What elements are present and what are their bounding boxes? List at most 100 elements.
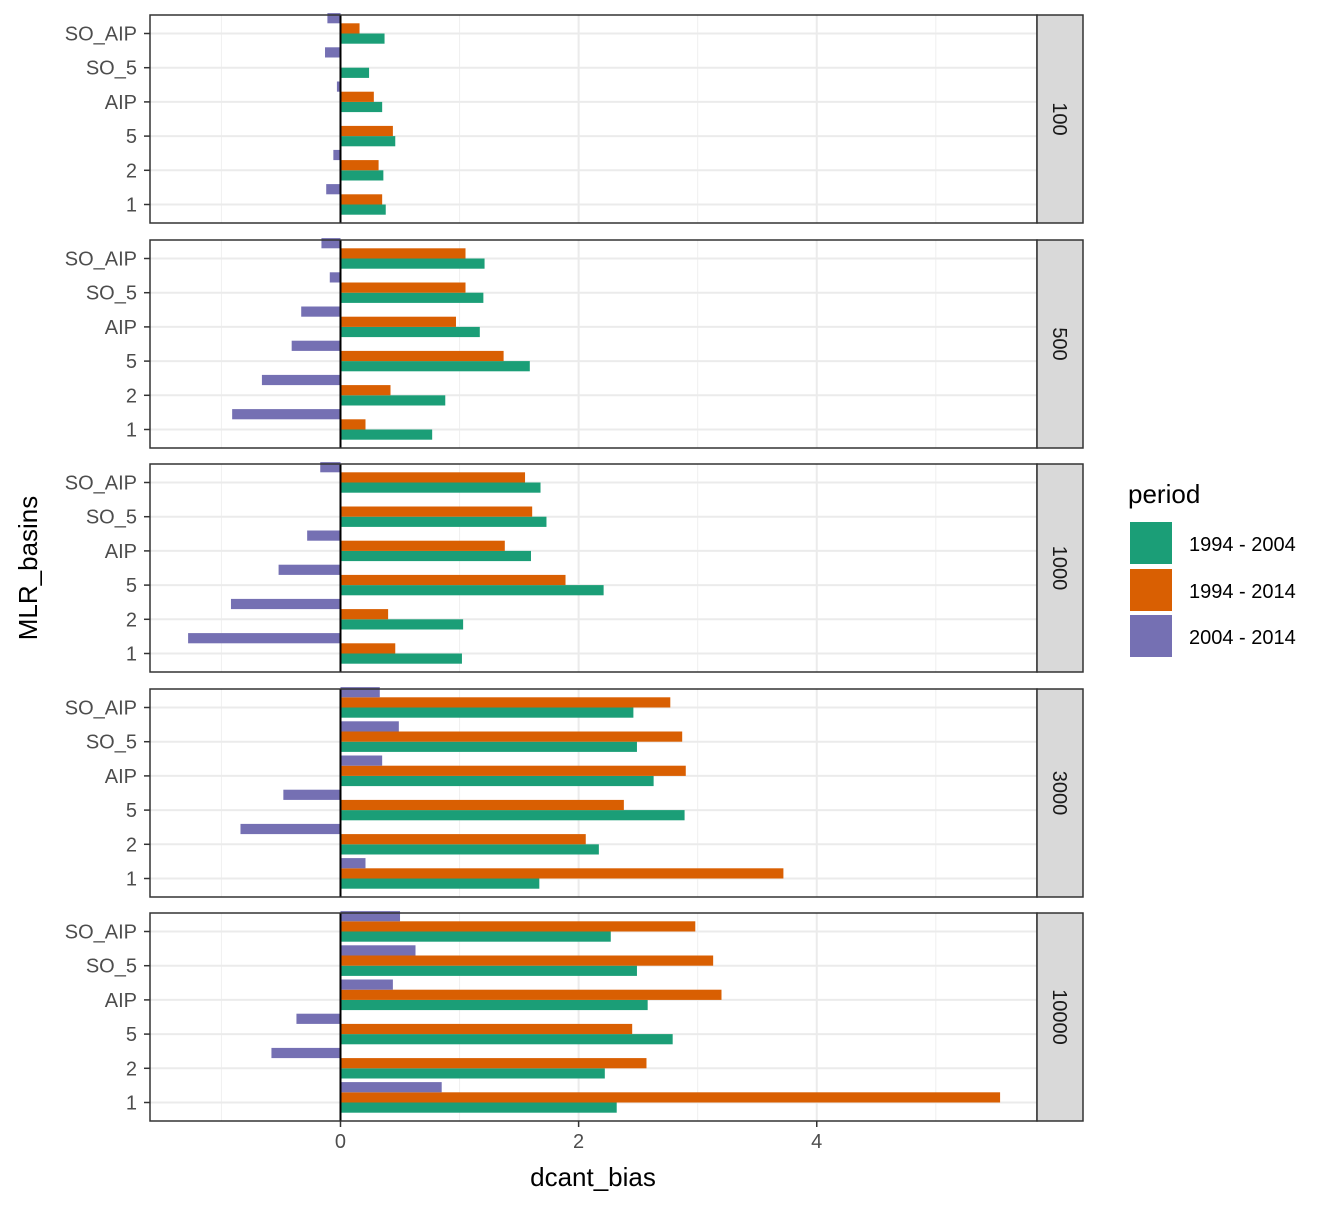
bar-10000-SO_5-1994-2004 <box>340 965 637 976</box>
bar-3000-2-2004-2014 <box>240 823 341 835</box>
facet-panel-3000: 1 2 5 AIP SO_5 SO_AIP 3000 <box>65 687 1084 898</box>
bar-500-1-1994-2004 <box>340 429 433 440</box>
bar-3000-AIP-1994-2014 <box>340 765 686 776</box>
bar-100-AIP-1994-2004 <box>340 101 383 113</box>
facet-panel-10000: 1 2 5 AIP SO_5 SO_AIP 10000 <box>65 911 1084 1122</box>
bar-3000-AIP-2004-2014 <box>340 755 383 766</box>
facet-strip-label: 1000 <box>1048 546 1070 591</box>
y-tick-label: 5 <box>126 126 137 148</box>
bar-100-SO_5-1994-2004 <box>340 67 370 78</box>
bar-1000-SO_AIP-1994-2004 <box>340 482 541 493</box>
bar-1000-5-2004-2014 <box>278 564 341 575</box>
bar-10000-5-1994-2014 <box>340 1023 633 1035</box>
y-tick-label: 2 <box>126 160 137 182</box>
bar-1000-1-2004-2014 <box>188 633 341 644</box>
bar-10000-SO_5-1994-2014 <box>340 955 714 966</box>
bar-500-AIP-1994-2014 <box>340 316 456 327</box>
bar-100-5-1994-2014 <box>340 125 393 137</box>
y-tick-label: SO_5 <box>86 507 137 529</box>
bar-100-2-1994-2004 <box>340 170 384 181</box>
bar-500-SO_5-1994-2004 <box>340 292 484 303</box>
bar-100-SO_AIP-1994-2014 <box>340 23 360 34</box>
y-tick-label: SO_5 <box>86 732 137 754</box>
bar-10000-AIP-2004-2014 <box>340 979 393 990</box>
bar-10000-5-2004-2014 <box>296 1013 341 1024</box>
facet-strip <box>1036 688 1084 898</box>
facet-strip <box>1036 239 1084 449</box>
bar-3000-AIP-1994-2004 <box>340 775 654 787</box>
bar-3000-SO_AIP-1994-2014 <box>340 697 671 708</box>
bar-100-1-2004-2014 <box>326 184 341 195</box>
bar-1000-AIP-2004-2014 <box>307 530 341 541</box>
bar-500-SO_5-2004-2014 <box>329 272 341 283</box>
bar-3000-SO_5-2004-2014 <box>340 721 399 732</box>
bar-1000-AIP-1994-2004 <box>340 550 531 562</box>
facet-strip <box>1036 463 1084 673</box>
bar-3000-2-1994-2004 <box>340 844 599 855</box>
facet-strip-label: 500 <box>1048 327 1070 360</box>
bar-10000-AIP-1994-2004 <box>340 999 648 1011</box>
bar-1000-SO_AIP-2004-2014 <box>320 462 341 473</box>
bar-1000-1-1994-2004 <box>340 653 462 664</box>
bar-100-AIP-1994-2014 <box>340 91 374 102</box>
y-tick-label: 2 <box>126 385 137 407</box>
y-tick-label: 2 <box>126 1058 137 1080</box>
bar-500-SO_AIP-1994-2014 <box>340 248 466 259</box>
y-tick-label: 5 <box>126 351 137 373</box>
y-axis-title: MLR_basins <box>13 496 43 641</box>
panel-background <box>150 689 1037 897</box>
y-tick-label: SO_AIP <box>65 698 137 720</box>
facet-strip-label: 100 <box>1048 102 1070 135</box>
bar-3000-SO_5-1994-2014 <box>340 731 683 742</box>
bar-1000-5-1994-2004 <box>340 585 604 596</box>
y-tick-label: 1 <box>126 420 137 442</box>
bar-1000-AIP-1994-2014 <box>340 540 505 551</box>
bar-1000-5-1994-2014 <box>340 574 566 586</box>
facet-panel-500: 1 2 5 AIP SO_5 SO_AIP 500 <box>65 238 1084 449</box>
bar-1000-2-1994-2004 <box>340 619 464 630</box>
bar-500-SO_5-1994-2014 <box>340 282 466 293</box>
x-axis: 0 2 4 <box>335 1121 822 1153</box>
y-tick-label: 2 <box>126 609 137 631</box>
bar-3000-SO_AIP-1994-2004 <box>340 707 634 718</box>
x-axis-title: dcant_bias <box>530 1162 656 1192</box>
bar-3000-1-2004-2014 <box>340 858 366 869</box>
y-tick-label: AIP <box>105 541 137 563</box>
bar-100-SO_AIP-2004-2014 <box>327 13 341 24</box>
bar-500-AIP-1994-2004 <box>340 326 480 338</box>
bar-10000-1-1994-2014 <box>340 1092 1001 1103</box>
bar-500-1-2004-2014 <box>232 409 341 420</box>
bar-10000-5-1994-2004 <box>340 1034 673 1045</box>
y-tick-label: 5 <box>126 575 137 597</box>
facet-panel-1000: 1 2 5 AIP SO_5 SO_AIP 1000 <box>65 462 1084 673</box>
bar-100-AIP-2004-2014 <box>336 81 341 92</box>
bar-100-SO_5-2004-2014 <box>325 47 341 58</box>
facet-strip-label: 3000 <box>1048 771 1070 816</box>
bar-10000-2-2004-2014 <box>271 1047 341 1059</box>
legend-label: 2004 - 2014 <box>1189 627 1296 649</box>
legend-title: period <box>1128 479 1200 509</box>
bar-10000-1-1994-2004 <box>340 1102 617 1113</box>
bar-100-1-1994-2014 <box>340 194 383 205</box>
facet-strip <box>1036 912 1084 1122</box>
legend-label: 1994 - 2004 <box>1189 534 1296 556</box>
y-tick-label: 1 <box>126 869 137 891</box>
bar-100-2-2004-2014 <box>333 149 341 161</box>
bar-3000-SO_AIP-2004-2014 <box>340 687 380 698</box>
x-tick-label: 2 <box>573 1131 584 1153</box>
y-tick-label: SO_5 <box>86 956 137 978</box>
panel-background <box>150 15 1037 223</box>
bar-1000-2-1994-2014 <box>340 609 389 620</box>
y-tick-label: 1 <box>126 644 137 666</box>
y-tick-label: SO_AIP <box>65 24 137 46</box>
y-tick-label: SO_5 <box>86 283 137 305</box>
bar-1000-1-1994-2014 <box>340 643 396 654</box>
panel-background <box>150 913 1037 1121</box>
bar-3000-SO_5-1994-2004 <box>340 741 637 752</box>
bar-10000-SO_5-2004-2014 <box>340 945 416 956</box>
y-tick-label: AIP <box>105 92 137 114</box>
y-tick-label: AIP <box>105 317 137 339</box>
bar-500-5-1994-2014 <box>340 350 504 362</box>
legend-key <box>1130 569 1172 611</box>
